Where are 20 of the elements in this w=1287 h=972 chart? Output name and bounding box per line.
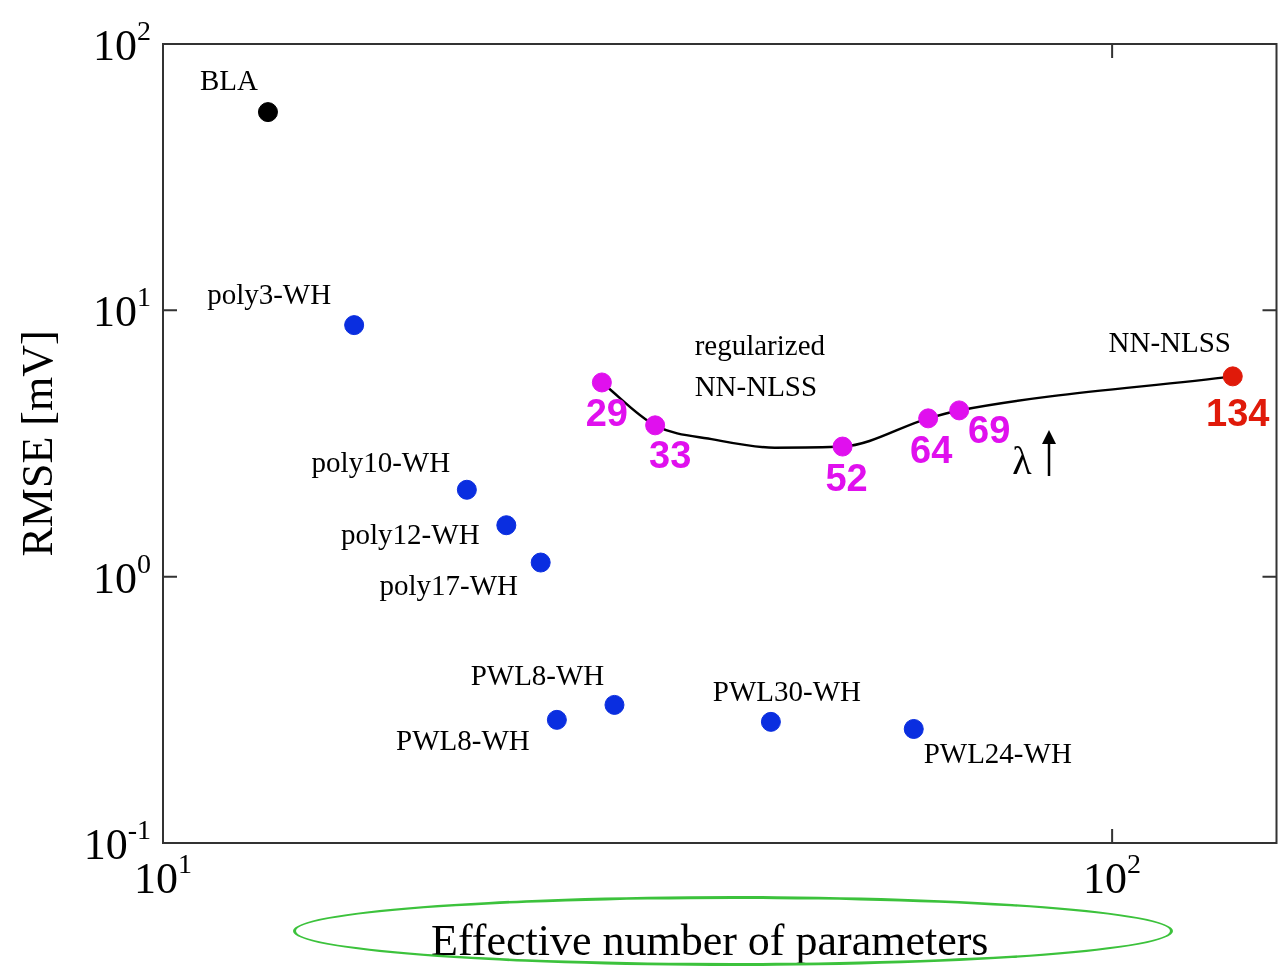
annotation: NN-NLSS [1108,325,1231,358]
annotation: poly3-WH [207,277,332,310]
annotation: PWL8-WH [396,724,530,757]
y-axis-title: RMSE [mV] [12,330,62,557]
annotation: PWL8-WH [470,658,605,691]
annotation: 33 [648,433,692,476]
annotation: regularized NN-NLSS [694,328,826,402]
annotation: 134 [1206,391,1270,434]
annotation: 29 [585,391,629,434]
annotation: 69 [968,408,1011,451]
annotation: poly10-WH [311,446,451,479]
x-axis-title: Effective number of parameters [431,915,989,965]
annotation: poly17-WH [379,569,519,602]
annotation: λ [1012,437,1033,483]
annotation: 64 [910,428,953,471]
annotation: PWL30-WH [712,675,862,708]
annotation: 52 [825,457,868,500]
annotation: PWL24-WH [923,736,1072,769]
annotation: poly12-WH [341,517,480,550]
annotation: BLA [199,63,259,96]
